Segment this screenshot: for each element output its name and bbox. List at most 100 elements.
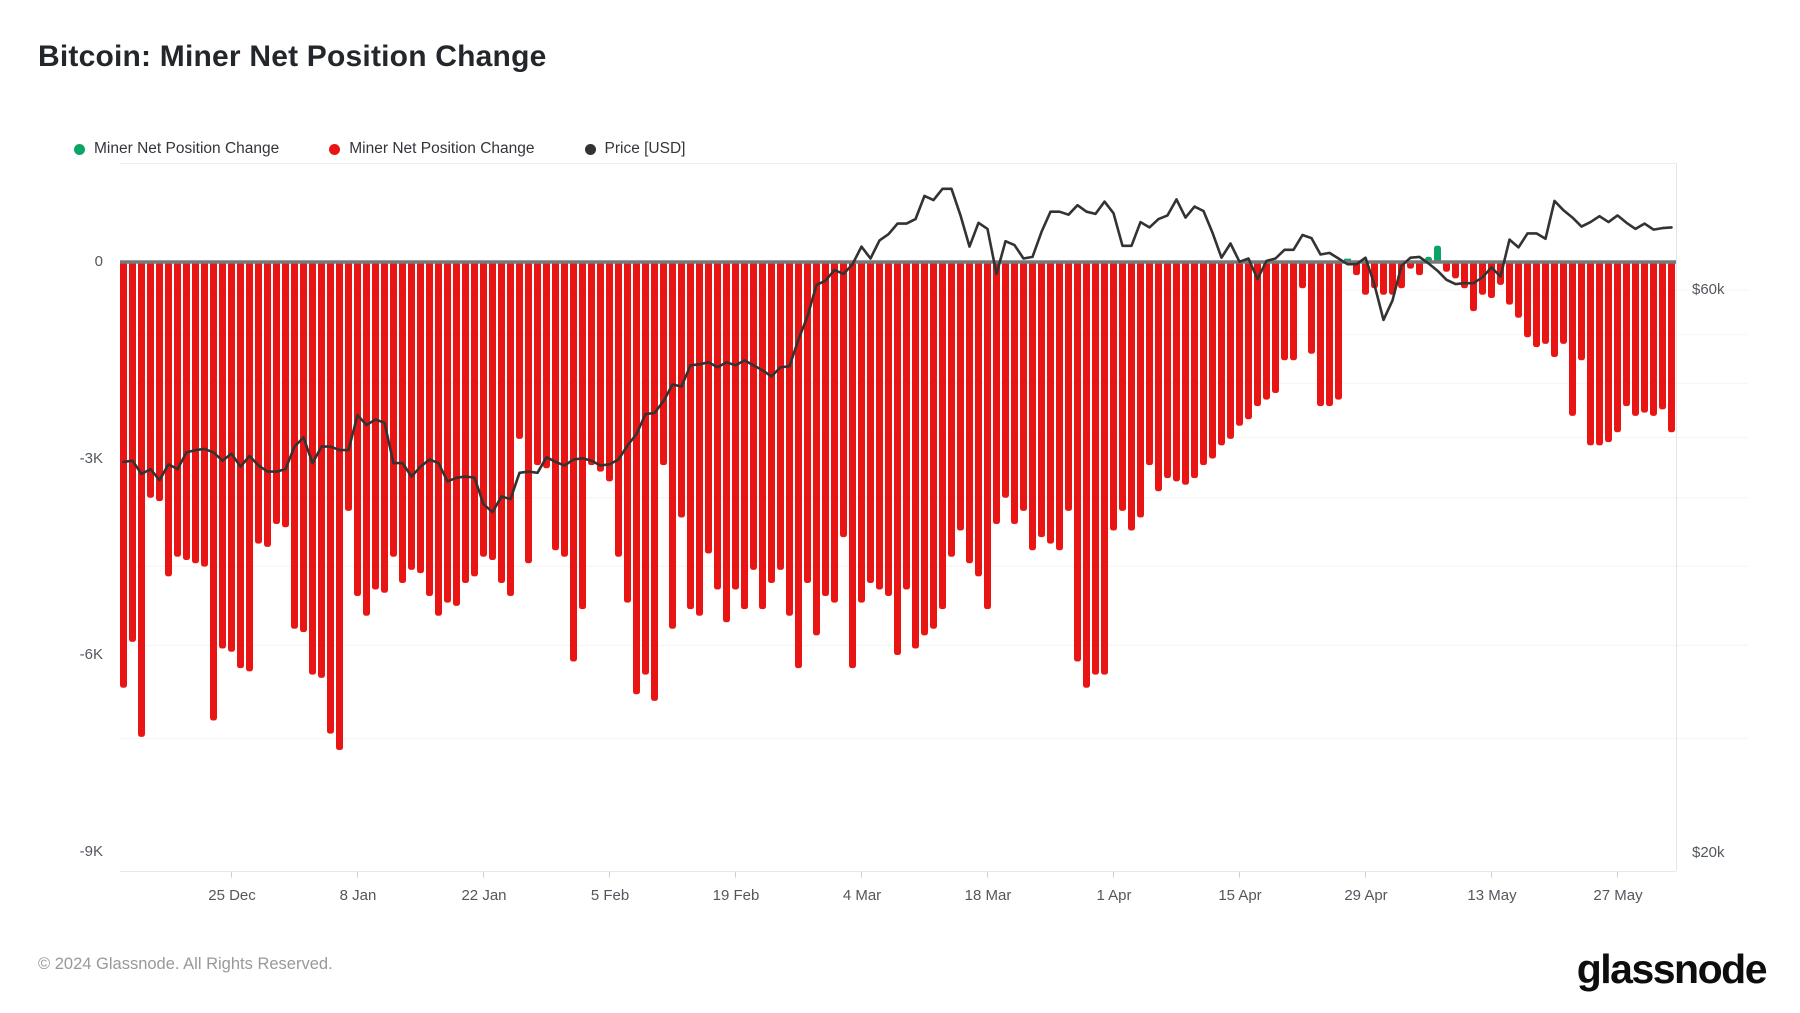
bar xyxy=(507,262,514,596)
bar xyxy=(624,262,631,603)
bar xyxy=(273,262,280,524)
zero-line xyxy=(120,260,1676,264)
bar xyxy=(1659,262,1666,410)
bar xyxy=(1443,262,1450,272)
bar xyxy=(768,262,775,583)
bar xyxy=(894,262,901,655)
x-axis-label: 4 Mar xyxy=(842,887,882,904)
y-axis-left-label: -9K xyxy=(79,843,103,860)
bar xyxy=(1623,262,1630,407)
bar xyxy=(147,262,154,498)
bar xyxy=(804,262,811,583)
bar xyxy=(741,262,748,610)
x-axis-label: 8 Jan xyxy=(339,887,377,904)
bar xyxy=(1335,262,1342,400)
bar xyxy=(606,262,613,482)
bar xyxy=(255,262,262,544)
bar xyxy=(831,262,838,603)
bar xyxy=(921,262,928,636)
bar xyxy=(840,262,847,538)
legend-item-1[interactable]: Miner Net Position Change xyxy=(329,140,535,158)
bar xyxy=(1632,262,1639,416)
x-axis-ticks xyxy=(231,872,1618,878)
bar xyxy=(318,262,325,678)
bar xyxy=(1569,262,1576,416)
bar xyxy=(210,262,217,721)
legend-dot-icon xyxy=(74,143,85,155)
chart-legend: Miner Net Position Change Miner Net Posit… xyxy=(74,138,685,160)
bar xyxy=(1146,262,1153,466)
bar xyxy=(1011,262,1018,524)
bar xyxy=(597,262,604,472)
bar xyxy=(579,262,586,610)
miner-net-position-bars xyxy=(120,245,1675,750)
bar xyxy=(1434,245,1441,262)
bar xyxy=(1605,262,1612,443)
bar xyxy=(1038,262,1045,538)
bar xyxy=(498,262,505,583)
bar xyxy=(1245,262,1252,420)
bar xyxy=(588,262,595,466)
bar xyxy=(417,262,424,574)
bar xyxy=(1029,262,1036,551)
bar xyxy=(1083,262,1090,688)
bar xyxy=(1578,262,1585,361)
bar xyxy=(390,262,397,557)
bar xyxy=(282,262,289,528)
bar xyxy=(1227,262,1234,439)
bar xyxy=(1317,262,1324,407)
legend-label: Miner Net Position Change xyxy=(94,140,280,157)
bar xyxy=(138,262,145,737)
x-axis-label: 13 May xyxy=(1467,887,1517,904)
bar xyxy=(705,262,712,554)
bar xyxy=(1560,262,1567,344)
legend-item-0[interactable]: Miner Net Position Change xyxy=(74,140,279,158)
bar xyxy=(1173,262,1180,482)
x-axis-label: 25 Dec xyxy=(208,887,256,904)
x-axis-label: 27 May xyxy=(1593,887,1643,904)
bar xyxy=(336,262,343,750)
bar xyxy=(1155,262,1162,492)
bar xyxy=(1047,262,1054,544)
bar xyxy=(615,262,622,557)
bar xyxy=(552,262,559,551)
bar xyxy=(1587,262,1594,446)
bar xyxy=(543,262,550,469)
bar xyxy=(939,262,946,610)
bar xyxy=(723,262,730,623)
bar xyxy=(1389,262,1396,295)
bar xyxy=(1281,262,1288,361)
bar xyxy=(678,262,685,518)
legend-dot-icon xyxy=(584,143,596,155)
bar xyxy=(264,262,271,547)
legend-item-2[interactable]: Price [USD] xyxy=(584,140,685,158)
bar xyxy=(1452,262,1459,279)
bar xyxy=(975,262,982,577)
bar xyxy=(687,262,694,610)
bar xyxy=(174,262,181,557)
bar xyxy=(1596,262,1603,446)
bar xyxy=(1308,262,1315,354)
x-axis-label: 1 Apr xyxy=(1096,887,1132,904)
bar xyxy=(444,262,451,603)
bar xyxy=(120,262,127,688)
bar xyxy=(1101,262,1108,675)
bar xyxy=(876,262,883,590)
bar xyxy=(561,262,568,557)
bar xyxy=(1263,262,1270,400)
bar xyxy=(192,262,199,564)
y-axis-right-label: $60k xyxy=(1692,281,1725,298)
bar xyxy=(1380,262,1387,295)
bar xyxy=(1272,262,1279,393)
bar xyxy=(129,262,136,642)
bar xyxy=(489,262,496,560)
bar xyxy=(426,262,433,596)
x-axis-label: 15 Apr xyxy=(1218,887,1262,904)
bar xyxy=(1362,262,1369,295)
bar xyxy=(1506,262,1513,305)
bar xyxy=(1002,262,1009,498)
y-axis-right-label: $20k xyxy=(1692,844,1725,861)
bar xyxy=(1074,262,1081,662)
bar xyxy=(1299,262,1306,289)
